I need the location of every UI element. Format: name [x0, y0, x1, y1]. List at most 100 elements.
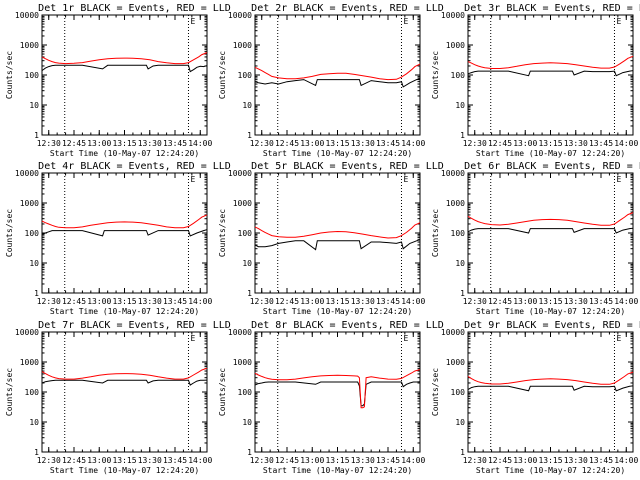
y-tick-label: 1 — [460, 131, 465, 140]
x-tick-label: 13:15 — [325, 139, 349, 148]
lld-series-line — [467, 371, 634, 385]
x-tick-label: 13:45 — [589, 139, 613, 148]
plot-title: Det 9r BLACK = Events, RED = LLD — [464, 320, 640, 331]
x-tick-label: 13:00 — [300, 456, 324, 465]
flag-marker: E — [616, 334, 621, 343]
x-tick-label: 14:00 — [401, 297, 425, 306]
detector-plot-4: Det 4r BLACK = Events, RED = LLD 1 10 100 10… — [5, 161, 231, 316]
x-tick-label: 13:30 — [351, 297, 375, 306]
x-tick-label: 12:30 — [250, 139, 274, 148]
plot-frame — [254, 172, 421, 294]
x-tick-label: 12:30 — [463, 297, 487, 306]
y-axis-label: Counts/sec — [5, 368, 14, 416]
detector-plot-7: Det 7r BLACK = Events, RED = LLD 1 10 100 10… — [5, 320, 231, 475]
y-tick-label: 10000 — [228, 169, 252, 178]
x-tick-label: 14:00 — [401, 456, 425, 465]
y-tick-label: 1 — [34, 448, 39, 457]
y-axis-label: Counts/sec — [218, 368, 227, 416]
events-series-line — [254, 381, 421, 407]
y-axis-label: Counts/sec — [218, 51, 227, 99]
x-tick-label: 13:30 — [138, 297, 162, 306]
plot-frame — [41, 331, 208, 453]
x-tick-label: 12:45 — [275, 297, 299, 306]
y-tick-label: 1000 — [233, 199, 252, 208]
x-tick-label: 12:30 — [463, 139, 487, 148]
x-tick-label: 13:00 — [513, 456, 537, 465]
y-tick-label: 10000 — [228, 328, 252, 337]
lld-series-line — [41, 52, 208, 65]
y-tick-label: 1000 — [233, 41, 252, 50]
x-tick-label: 12:30 — [37, 456, 61, 465]
events-series-line — [41, 379, 208, 386]
plot-title: Det 2r BLACK = Events, RED = LLD — [251, 3, 444, 14]
x-axis-label: Start Time (10-May-07 12:24:20) — [263, 307, 412, 316]
x-tick-label: 12:30 — [37, 139, 61, 148]
x-tick-label: 13:00 — [513, 297, 537, 306]
x-tick-label: 13:45 — [163, 297, 187, 306]
flag-marker: E — [190, 175, 195, 184]
y-axis-label: Counts/sec — [431, 368, 440, 416]
x-tick-label: 13:00 — [300, 297, 324, 306]
y-tick-label: 1000 — [20, 358, 39, 367]
flag-marker: E — [403, 334, 408, 343]
y-tick-label: 10 — [455, 101, 465, 110]
y-tick-label: 10 — [455, 418, 465, 427]
events-series-line — [467, 70, 634, 77]
y-axis-label: Counts/sec — [5, 51, 14, 99]
y-tick-label: 10000 — [15, 169, 39, 178]
x-tick-label: 12:30 — [463, 456, 487, 465]
lld-series-line — [467, 55, 634, 69]
x-axis-label: Start Time (10-May-07 12:24:20) — [50, 149, 199, 158]
x-tick-label: 14:00 — [188, 456, 212, 465]
x-axis-label: Start Time (10-May-07 12:24:20) — [263, 466, 412, 475]
x-tick-label: 13:30 — [351, 456, 375, 465]
y-axis-label: Counts/sec — [218, 209, 227, 257]
y-tick-label: 1 — [247, 131, 252, 140]
plot-frame — [254, 14, 421, 136]
x-axis-label: Start Time (10-May-07 12:24:20) — [263, 149, 412, 158]
y-tick-label: 100 — [238, 229, 253, 238]
x-tick-label: 13:15 — [325, 456, 349, 465]
y-tick-label: 10 — [455, 259, 465, 268]
lld-series-line — [254, 369, 421, 409]
x-tick-label: 12:45 — [275, 139, 299, 148]
x-tick-label: 12:45 — [62, 456, 86, 465]
events-series-line — [467, 385, 634, 392]
plot-frame — [467, 172, 634, 294]
flag-marker: E — [616, 175, 621, 184]
detector-plot-2: Det 2r BLACK = Events, RED = LLD 1 10 100 10… — [218, 3, 444, 158]
detector-plot-8: Det 8r BLACK = Events, RED = LLD 1 10 100 10… — [218, 320, 444, 475]
y-tick-label: 1 — [247, 289, 252, 298]
y-tick-label: 10 — [29, 101, 39, 110]
x-tick-label: 13:45 — [163, 456, 187, 465]
y-tick-label: 100 — [25, 71, 40, 80]
x-tick-label: 13:30 — [138, 139, 162, 148]
y-tick-label: 1000 — [446, 358, 465, 367]
lld-series-line — [41, 367, 208, 380]
x-tick-label: 13:00 — [513, 139, 537, 148]
detector-plot-5: Det 5r BLACK = Events, RED = LLD 1 10 100 10… — [218, 161, 444, 316]
plot-title: Det 6r BLACK = Events, RED = LLD — [464, 161, 640, 172]
y-tick-label: 10 — [242, 259, 252, 268]
y-tick-label: 1 — [34, 131, 39, 140]
x-tick-label: 14:00 — [614, 139, 638, 148]
x-tick-label: 13:00 — [87, 139, 111, 148]
flag-marker: E — [616, 17, 621, 26]
x-axis-label: Start Time (10-May-07 12:24:20) — [476, 466, 625, 475]
flag-marker: E — [403, 17, 408, 26]
x-tick-label: 12:45 — [275, 456, 299, 465]
lld-series-line — [254, 222, 421, 239]
detector-plot-3: Det 3r BLACK = Events, RED = LLD 1 10 100 10… — [431, 3, 640, 158]
detector-plot-1: Det 1r BLACK = Events, RED = LLD 1 10 100 10… — [5, 3, 231, 158]
x-tick-label: 12:30 — [250, 456, 274, 465]
y-tick-label: 100 — [25, 388, 40, 397]
plot-frame — [41, 14, 208, 136]
x-tick-label: 13:30 — [564, 456, 588, 465]
y-axis-label: Counts/sec — [5, 209, 14, 257]
y-tick-label: 100 — [238, 71, 253, 80]
x-tick-label: 12:45 — [62, 139, 86, 148]
x-axis-label: Start Time (10-May-07 12:24:20) — [476, 307, 625, 316]
flag-marker: E — [403, 175, 408, 184]
x-tick-label: 12:45 — [488, 456, 512, 465]
x-tick-label: 13:15 — [112, 456, 136, 465]
